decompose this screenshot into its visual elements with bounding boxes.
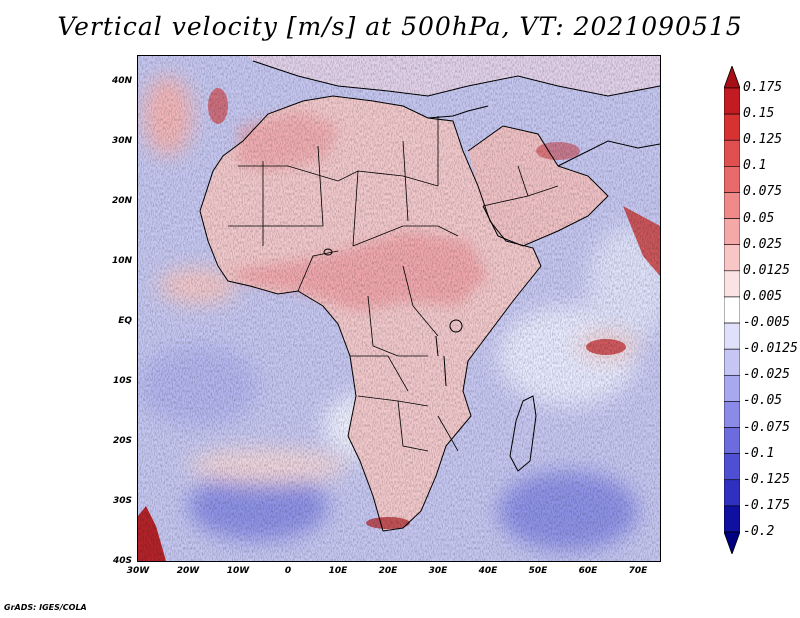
- colorbar-swatch: [723, 139, 741, 167]
- colorbar-label: -0.1: [743, 445, 775, 461]
- lon-tick-30w: 30W: [126, 566, 150, 576]
- country-borders: [228, 116, 559, 452]
- colorbar-label: 0.15: [743, 106, 775, 122]
- lat-tick-30n: 30N: [111, 136, 132, 146]
- lat-tick-40s: 40S: [112, 556, 132, 566]
- colorbar-swatch: [723, 244, 741, 272]
- lat-tick-20s: 20S: [112, 436, 132, 446]
- colorbar-swatch: [723, 374, 741, 402]
- velocity-field: [138, 56, 660, 561]
- colorbar-label: -0.05: [743, 393, 783, 409]
- colorbar-swatch: [723, 322, 741, 350]
- colorbar-swatch: [723, 427, 741, 454]
- lon-tick-10w: 10W: [226, 566, 250, 576]
- lon-tick-60e: 60E: [578, 566, 598, 576]
- texture-overlay: [138, 56, 660, 561]
- colorbar-swatch: [723, 401, 741, 428]
- colorbar-label: 0.05: [743, 210, 775, 226]
- lon-tick-10e: 10E: [328, 566, 348, 576]
- colorbar-swatch: [723, 348, 741, 376]
- lon-tick-20w: 20W: [176, 566, 200, 576]
- colorbar-swatch: [723, 87, 741, 115]
- lakes: [323, 248, 463, 387]
- lat-tick-10n: 10N: [111, 256, 132, 266]
- lon-tick-50e: 50E: [528, 566, 548, 576]
- colorbar-label: 0.175: [743, 80, 783, 95]
- colorbar: [723, 64, 741, 556]
- lon-tick-40e: 40E: [478, 566, 498, 576]
- colorbar-swatch: [723, 192, 741, 219]
- colorbar-label: 0.1: [743, 158, 767, 174]
- lon-tick-0: 0: [284, 566, 292, 576]
- colorbar-label: 0.0125: [743, 262, 790, 278]
- colorbar-label: -0.075: [743, 419, 790, 435]
- colorbar-swatch: [723, 218, 741, 246]
- lat-tick-10s: 10S: [112, 376, 132, 386]
- colorbar-swatch: [723, 166, 741, 193]
- colorbar-label: -0.2: [743, 524, 775, 539]
- lat-tick-eq: EQ: [118, 316, 132, 326]
- colorbar-top-arrow: [723, 64, 741, 89]
- colorbar-label: -0.125: [743, 471, 790, 487]
- colorbar-label: 0.075: [743, 184, 783, 200]
- lat-tick-20n: 20N: [111, 196, 132, 206]
- colorbar-label: -0.005: [743, 315, 790, 331]
- colorbar-swatch: [723, 453, 741, 481]
- colorbar-graphic: [723, 64, 741, 556]
- lon-tick-70e: 70E: [628, 566, 648, 576]
- lon-tick-30e: 30E: [428, 566, 448, 576]
- colorbar-swatch: [723, 296, 741, 324]
- colorbar-swatch: [723, 505, 741, 533]
- lat-tick-30s: 30S: [112, 496, 132, 506]
- map-panel[interactable]: [137, 55, 661, 562]
- colorbar-bottom-arrow: [723, 531, 741, 556]
- colorbar-label: 0.005: [743, 288, 783, 304]
- lat-tick-40n: 40N: [111, 76, 132, 86]
- colorbar-swatch: [723, 479, 741, 507]
- colorbar-swatch: [723, 113, 741, 141]
- colorbar-label: 0.025: [743, 236, 783, 252]
- colorbar-swatch: [723, 270, 741, 298]
- colorbar-label: -0.0125: [743, 341, 798, 357]
- coastlines: [199, 60, 660, 532]
- lon-tick-20e: 20E: [378, 566, 398, 576]
- footer-credit: GrADS: IGES/COLA: [4, 603, 87, 612]
- colorbar-label: -0.025: [743, 367, 790, 383]
- map-title: Vertical velocity [m/s] at 500hPa, VT: 2…: [57, 12, 743, 41]
- colorbar-label: -0.175: [743, 497, 790, 513]
- colorbar-label: 0.125: [743, 132, 783, 148]
